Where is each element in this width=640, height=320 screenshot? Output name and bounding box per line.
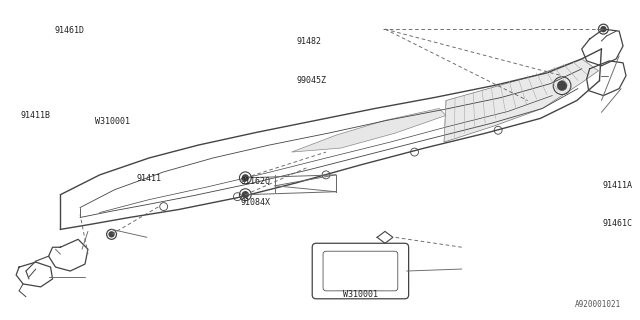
- Text: 91084X: 91084X: [241, 198, 271, 207]
- Polygon shape: [444, 59, 598, 142]
- Circle shape: [243, 175, 248, 181]
- Circle shape: [243, 192, 248, 198]
- Text: 91411B: 91411B: [20, 111, 51, 120]
- Text: 91461C: 91461C: [603, 219, 632, 228]
- Circle shape: [557, 81, 567, 91]
- Text: 91461D: 91461D: [55, 26, 85, 35]
- Text: W310001: W310001: [95, 117, 129, 126]
- Text: W310001: W310001: [343, 290, 378, 299]
- Polygon shape: [292, 108, 446, 152]
- Text: 91411A: 91411A: [603, 181, 632, 190]
- Circle shape: [601, 27, 606, 32]
- Text: 91411: 91411: [137, 174, 162, 183]
- Text: 91482: 91482: [296, 37, 321, 46]
- Text: 91162Q: 91162Q: [241, 177, 271, 186]
- Text: A920001021: A920001021: [575, 300, 621, 309]
- Circle shape: [109, 232, 114, 237]
- Text: 99045Z: 99045Z: [296, 76, 326, 84]
